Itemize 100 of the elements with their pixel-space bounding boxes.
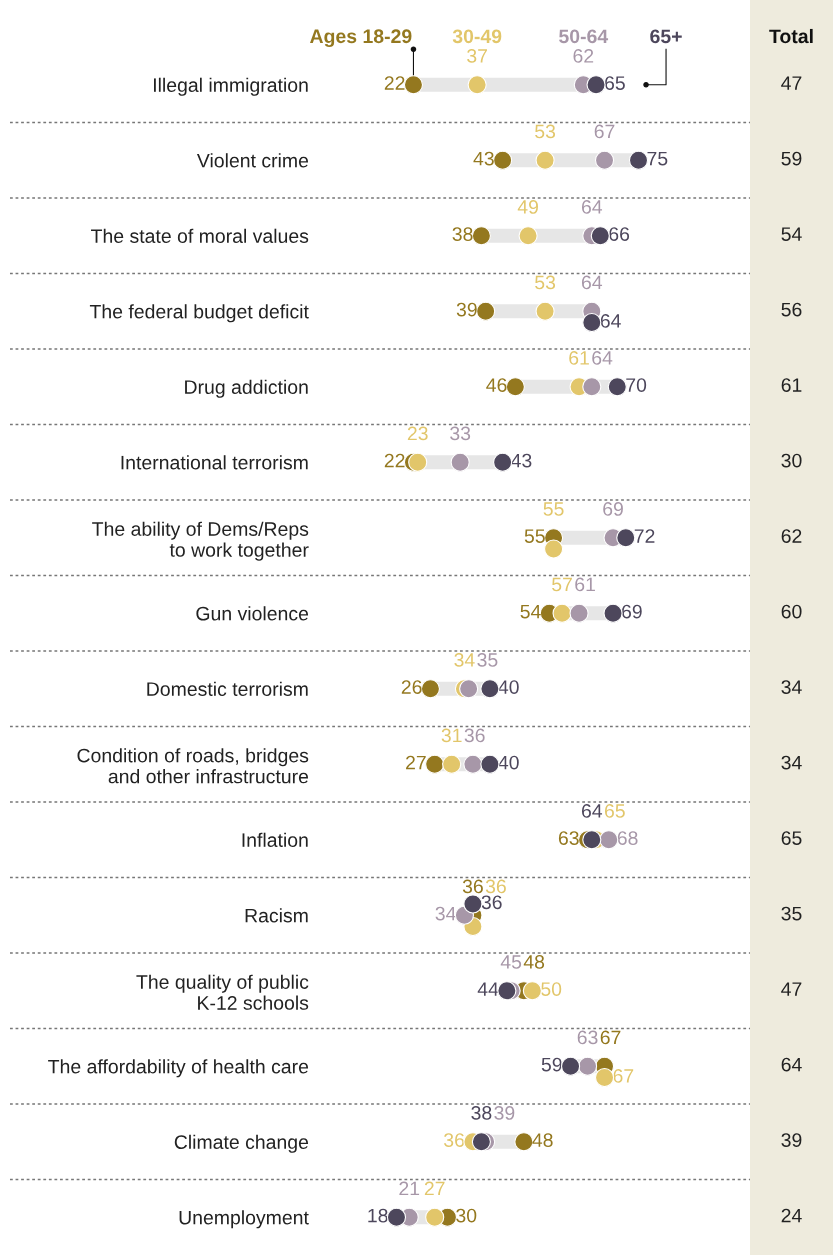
point: [476, 301, 496, 321]
y-tick-label: The affordability of health care: [48, 1059, 309, 1078]
point: [628, 150, 649, 170]
data-label: 70: [626, 378, 647, 392]
data-label: 61: [575, 577, 595, 592]
data-label: 24: [781, 1208, 802, 1223]
data-label: 64: [781, 1057, 802, 1072]
data-label: 27: [406, 755, 426, 770]
data-label: 65: [605, 76, 625, 90]
point: [425, 754, 445, 774]
data-label: 21: [399, 1181, 420, 1196]
data-label: 33: [450, 426, 471, 441]
point: [471, 1132, 491, 1152]
data-label: 59: [781, 151, 802, 166]
data-label: 63: [558, 831, 579, 845]
point: [450, 452, 470, 472]
data-label: 59: [541, 1057, 562, 1072]
data-label: 67: [613, 1069, 634, 1083]
point: [420, 679, 441, 699]
y-tick-label: The ability of Dems/Reps to work together: [92, 521, 309, 561]
data-label: 34: [454, 653, 475, 667]
point: [582, 377, 602, 397]
data-label: 18: [368, 1208, 388, 1223]
data-label: 64: [600, 314, 621, 328]
data-label: 37: [467, 49, 487, 63]
data-label: 67: [600, 1030, 621, 1045]
y-tick-label: International terrorism: [121, 455, 308, 470]
point: [590, 226, 610, 246]
point: [552, 603, 572, 623]
data-label: 50: [541, 982, 562, 996]
y-tick-label: Unemployment: [179, 1210, 309, 1229]
point: [594, 150, 615, 170]
data-label: 31: [441, 728, 462, 743]
y-tick-label: Racism: [245, 908, 308, 923]
data-label: 43: [511, 453, 532, 468]
point: [493, 452, 513, 472]
data-label: 65: [781, 831, 802, 845]
data-label: 36: [481, 895, 502, 910]
data-label: 47: [781, 76, 802, 90]
point: [599, 830, 619, 850]
data-label: 55: [543, 502, 564, 516]
data-label: 34: [781, 680, 802, 694]
y-tick-label: The federal budget deficit: [89, 304, 309, 323]
data-label: 61: [569, 351, 589, 365]
data-label: 39: [494, 1106, 515, 1120]
data-label: 27: [424, 1181, 445, 1196]
data-label: 40: [498, 680, 519, 694]
text: 65+: [650, 29, 682, 44]
data-label: 35: [477, 653, 498, 667]
text: 30-49: [452, 29, 502, 44]
data-label: 35: [781, 906, 802, 921]
point: [607, 377, 627, 397]
y-tick-label: The state of moral values: [91, 228, 309, 243]
point: [425, 1207, 445, 1227]
point: [403, 75, 424, 95]
point: [582, 830, 602, 850]
data-label: 62: [781, 529, 802, 543]
data-label: 65: [604, 804, 625, 818]
data-label: 57: [552, 577, 572, 592]
point: [408, 452, 428, 472]
y-tick-label: Violent crime: [196, 153, 309, 168]
y-tick-label: Climate change: [174, 1134, 309, 1153]
data-label: 60: [781, 604, 802, 619]
data-label: 53: [535, 275, 556, 290]
data-label: 26: [401, 680, 422, 694]
point: [471, 226, 491, 246]
data-label: 48: [532, 1133, 553, 1147]
data-label: 34: [435, 906, 456, 921]
data-label: 22: [384, 76, 405, 90]
point: [560, 1056, 581, 1076]
data-label: 53: [535, 124, 556, 139]
point: [459, 679, 479, 699]
data-label: 54: [781, 227, 802, 241]
data-label: 36: [485, 879, 506, 894]
point: [535, 301, 555, 321]
point: [386, 1207, 407, 1227]
point: [535, 150, 555, 170]
point: [505, 377, 525, 397]
data-label: 48: [523, 955, 545, 969]
point: [586, 75, 606, 95]
point: [467, 75, 487, 95]
text: Total: [769, 28, 813, 44]
point: [463, 754, 483, 774]
data-label: 38: [452, 227, 473, 241]
data-label: 34: [781, 755, 802, 770]
y-tick-label: Domestic terrorism: [147, 681, 308, 696]
data-label: 46: [486, 378, 507, 392]
data-label: 49: [517, 200, 538, 214]
y-tick-label: Drug addiction: [185, 379, 308, 398]
point: [518, 226, 538, 246]
point: [480, 679, 500, 699]
data-label: 64: [581, 804, 603, 818]
data-label: 40: [498, 755, 519, 770]
point: [522, 981, 542, 1001]
data-label: 47: [781, 982, 802, 996]
data-label: 56: [781, 302, 802, 317]
data-label: 45: [500, 955, 522, 969]
point: [569, 603, 589, 623]
data-label: 62: [573, 49, 594, 63]
y-tick-label: The quality of public K-12 schools: [136, 974, 309, 1010]
